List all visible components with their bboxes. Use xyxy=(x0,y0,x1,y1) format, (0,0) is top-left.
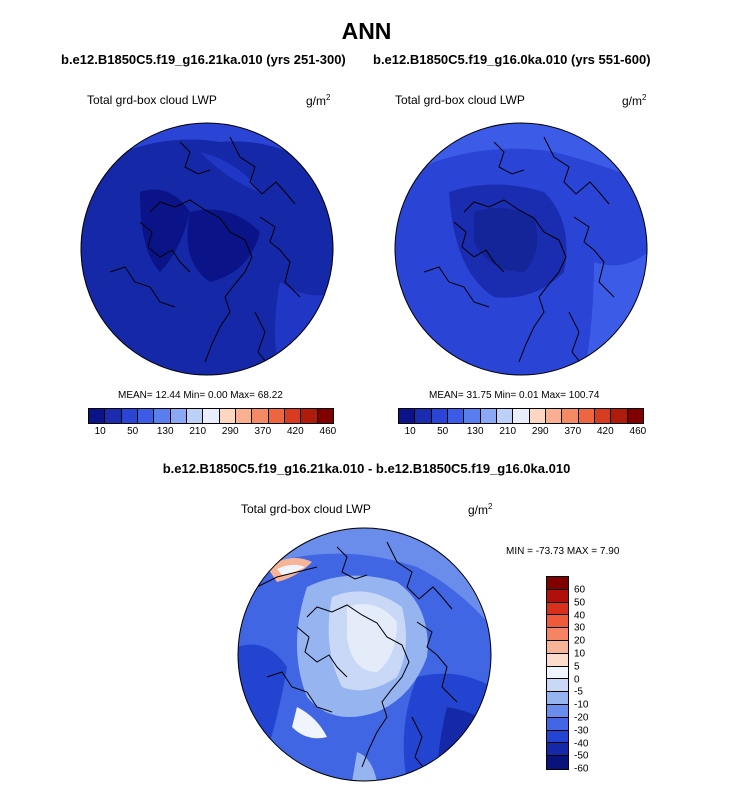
colorbar-swatch xyxy=(105,409,122,423)
colorbar-tick-label: 130 xyxy=(466,426,484,437)
colorbar-tick-label: 40 xyxy=(574,610,586,622)
colorbar-swatch xyxy=(529,409,546,423)
colorbar-swatch xyxy=(547,704,568,718)
colorbar-tick-label: 460 xyxy=(319,426,337,437)
colorbar-tick-label: 290 xyxy=(221,426,239,437)
colorbar-tick-label: 50 xyxy=(574,597,586,609)
colorbar-swatch xyxy=(545,409,563,423)
colorbar-tick-label: 210 xyxy=(499,426,517,437)
colorbar-swatch xyxy=(186,409,204,423)
colorbar-swatch xyxy=(284,409,302,423)
colorbar-swatch xyxy=(431,409,448,423)
left-colorbar xyxy=(88,408,334,424)
right-colorbar xyxy=(398,408,644,424)
colorbar-swatch xyxy=(547,602,568,616)
colorbar-tick-label: 370 xyxy=(564,426,582,437)
colorbar-swatch xyxy=(547,692,568,705)
colorbar-tick-label: 460 xyxy=(629,426,647,437)
colorbar-tick-label: 10 xyxy=(574,648,586,660)
colorbar-tick-label: 10 xyxy=(94,426,106,437)
colorbar-swatch xyxy=(547,666,568,680)
colorbar-swatch xyxy=(415,409,432,423)
difference-title: b.e12.B1850C5.f19_g16.21ka.010 - b.e12.B… xyxy=(162,461,571,476)
right-colorbar-ticks: 10 50 130 210 290 370 420 460 xyxy=(398,426,647,440)
diff-stats: MIN = -73.73 MAX = 7.90 xyxy=(506,546,620,557)
diff-units-label: g/m2 xyxy=(468,502,493,517)
left-stats: MEAN= 12.44 Min= 0.00 Max= 68.22 xyxy=(118,390,283,401)
colorbar-tick-label: 5 xyxy=(574,661,580,673)
colorbar-swatch xyxy=(203,409,220,423)
right-variable-label: Total grd-box cloud LWP xyxy=(395,93,525,107)
colorbar-swatch xyxy=(547,653,568,667)
colorbar-swatch xyxy=(547,717,568,731)
colorbar-tick-label: -5 xyxy=(574,686,583,698)
colorbar-swatch xyxy=(219,409,236,423)
left-colorbar-ticks: 10 50 130 210 290 370 420 460 xyxy=(88,426,337,440)
colorbar-swatch xyxy=(447,409,465,423)
colorbar-swatch xyxy=(627,409,643,423)
colorbar-tick-label: -20 xyxy=(574,712,589,724)
colorbar-tick-label: 60 xyxy=(574,584,586,596)
colorbar-tick-label: 20 xyxy=(574,635,586,647)
colorbar-swatch xyxy=(121,409,138,423)
colorbar-swatch xyxy=(496,409,514,423)
colorbar-tick-label: 210 xyxy=(189,426,207,437)
left-variable-label: Total grd-box cloud LWP xyxy=(87,93,217,107)
colorbar-swatch xyxy=(547,730,568,744)
colorbar-swatch xyxy=(89,409,106,423)
left-units-label: g/m2 xyxy=(306,93,331,108)
right-polar-map xyxy=(394,122,648,376)
right-stats: MEAN= 31.75 Min= 0.01 Max= 100.74 xyxy=(429,390,600,401)
colorbar-tick-label: 50 xyxy=(437,426,449,437)
difference-colorbar xyxy=(546,576,569,770)
colorbar-tick-label: 30 xyxy=(574,622,586,634)
colorbar-tick-label: -30 xyxy=(574,725,589,737)
colorbar-tick-label: -40 xyxy=(574,738,589,750)
colorbar-swatch xyxy=(513,409,530,423)
colorbar-tick-label: 50 xyxy=(127,426,139,437)
colorbar-swatch xyxy=(235,409,253,423)
colorbar-swatch xyxy=(137,409,155,423)
colorbar-swatch xyxy=(547,756,568,769)
colorbar-swatch xyxy=(547,679,568,693)
colorbar-swatch xyxy=(547,743,568,757)
difference-colorbar-ticks: 60 50 40 30 20 10 5 0 -5 -10 -20 -30 -40 -50 -60 xyxy=(574,576,614,775)
colorbar-swatch xyxy=(547,615,568,629)
colorbar-tick-label: -10 xyxy=(574,699,589,711)
colorbar-swatch xyxy=(611,409,628,423)
diff-variable-label: Total grd-box cloud LWP xyxy=(241,502,371,516)
colorbar-swatch xyxy=(399,409,416,423)
colorbar-tick-label: -60 xyxy=(574,763,589,775)
left-case-title: b.e12.B1850C5.f19_g16.21ka.010 (yrs 251-… xyxy=(61,52,346,67)
colorbar-swatch xyxy=(268,409,285,423)
colorbar-tick-label: 130 xyxy=(156,426,174,437)
colorbar-swatch xyxy=(464,409,481,423)
colorbar-tick-label: 10 xyxy=(404,426,416,437)
colorbar-tick-label: 420 xyxy=(286,426,304,437)
colorbar-tick-label: 290 xyxy=(531,426,549,437)
colorbar-swatch xyxy=(594,409,612,423)
right-units-label: g/m2 xyxy=(622,93,647,108)
colorbar-swatch xyxy=(301,409,318,423)
colorbar-swatch xyxy=(170,409,187,423)
left-polar-map xyxy=(80,122,334,376)
colorbar-tick-label: -50 xyxy=(574,750,589,762)
colorbar-swatch xyxy=(317,409,333,423)
colorbar-tick-label: 370 xyxy=(254,426,272,437)
right-case-title: b.e12.B1850C5.f19_g16.0ka.010 (yrs 551-6… xyxy=(373,52,651,67)
colorbar-swatch xyxy=(562,409,579,423)
colorbar-swatch xyxy=(547,640,568,654)
colorbar-swatch xyxy=(547,628,568,641)
colorbar-tick-label: 420 xyxy=(596,426,614,437)
colorbar-tick-label: 0 xyxy=(574,674,580,686)
main-title: ANN xyxy=(341,18,392,44)
colorbar-swatch xyxy=(578,409,595,423)
colorbar-swatch xyxy=(154,409,171,423)
difference-polar-map xyxy=(237,527,492,782)
colorbar-swatch xyxy=(547,589,568,603)
colorbar-swatch xyxy=(480,409,497,423)
colorbar-swatch xyxy=(252,409,269,423)
colorbar-swatch xyxy=(547,577,568,590)
